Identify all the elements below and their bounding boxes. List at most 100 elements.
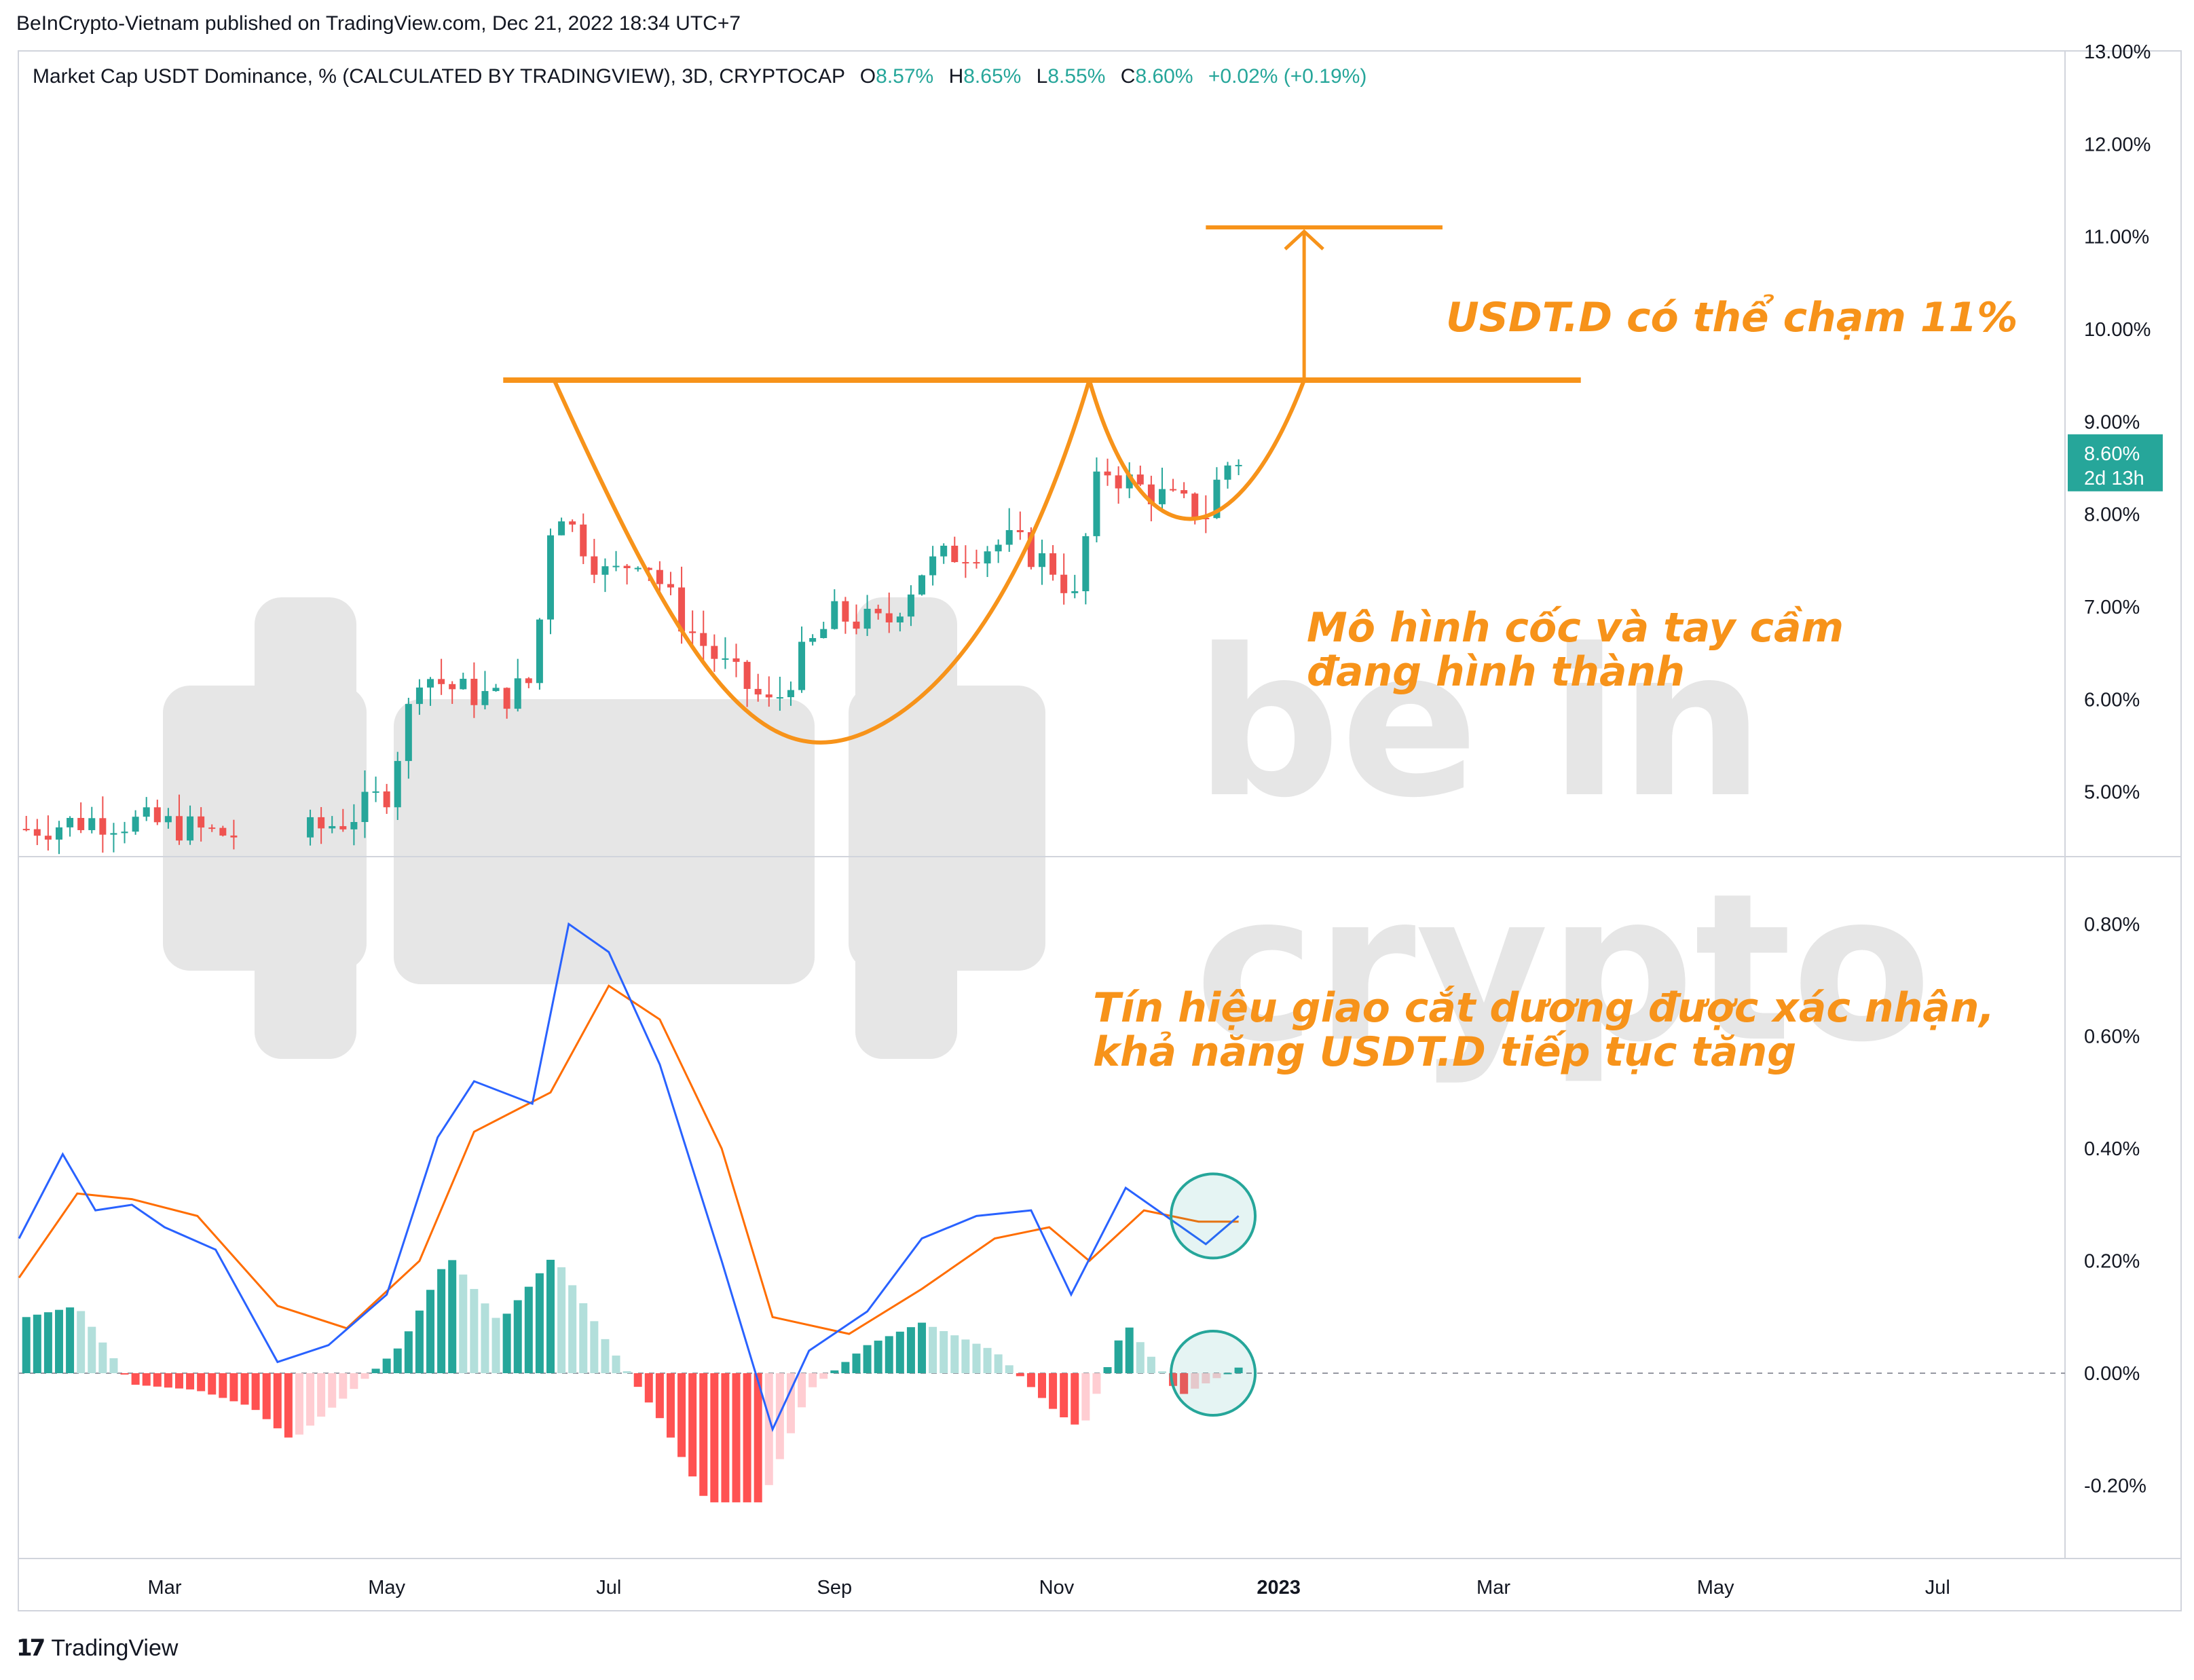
histogram-bar <box>295 1373 303 1435</box>
histogram-bar <box>798 1373 806 1408</box>
macd-tick-label: 0.20% <box>2084 1251 2140 1273</box>
pane-separators <box>19 52 2180 1559</box>
change-value: +0.02% (+0.19%) <box>1208 65 1367 88</box>
histogram-bar <box>677 1373 686 1457</box>
candle-body <box>143 807 150 817</box>
candle-body <box>1170 489 1177 491</box>
histogram-bar <box>174 1373 183 1389</box>
candle-body <box>645 567 652 570</box>
histogram-bar <box>754 1373 762 1503</box>
tradingview-logo[interactable]: 17 TradingView <box>16 1635 178 1662</box>
candle-body <box>198 816 205 828</box>
annotations: USDT.D có thể chạm 11% Mô hình cốc và tay… <box>1093 293 2018 1076</box>
price-badge-value: 8.60% <box>2084 443 2140 465</box>
high-label: H <box>948 65 964 88</box>
candle-body <box>153 807 161 823</box>
candle-body <box>580 524 587 557</box>
candle-body <box>1213 479 1221 519</box>
histogram-bar <box>109 1358 118 1374</box>
target-arrow-head <box>1284 229 1324 250</box>
macd-tick-label: 0.00% <box>2084 1363 2140 1385</box>
price-tick-label: 11.00% <box>2084 227 2149 248</box>
price-badge-countdown: 2d 13h <box>2084 468 2144 489</box>
histogram-bar <box>743 1373 751 1503</box>
tradingview-brand: TradingView <box>51 1635 179 1661</box>
candle-body <box>700 633 707 646</box>
price-tick-label: 13.00% <box>2084 41 2151 63</box>
histogram-bar <box>863 1345 872 1374</box>
candle-body <box>44 836 52 840</box>
open-value: 8.57% <box>876 65 934 88</box>
price-tick-label: 8.00% <box>2084 504 2140 526</box>
candle-body <box>67 817 74 827</box>
watermark-bracket-right-stem <box>855 597 957 1059</box>
histogram-bar <box>918 1322 927 1374</box>
histogram-bar <box>284 1373 293 1438</box>
histogram-bar <box>208 1373 217 1395</box>
candle-body <box>1049 553 1057 575</box>
histogram-bar <box>710 1373 719 1503</box>
low-label: L <box>1036 65 1048 88</box>
candle-body <box>732 658 740 662</box>
histogram-bar <box>972 1343 981 1374</box>
candle-body <box>885 613 893 622</box>
candle-body <box>99 818 107 835</box>
candle-body <box>514 678 521 709</box>
candle-body <box>1115 475 1122 489</box>
histogram-bar <box>546 1259 555 1374</box>
close-label: C <box>1120 65 1136 88</box>
histogram-bar <box>983 1347 992 1374</box>
candle-body <box>896 616 904 622</box>
time-tick-label: 2023 <box>1257 1577 1301 1599</box>
histogram-bar <box>830 1370 839 1374</box>
histogram-bar <box>1125 1327 1134 1374</box>
candle-body <box>33 829 41 836</box>
candle-body <box>1016 529 1024 533</box>
histogram-bar <box>513 1300 522 1374</box>
histogram-bar <box>393 1348 402 1374</box>
histogram-bar <box>961 1339 970 1374</box>
watermark-text-bein: be in <box>1195 605 1764 842</box>
histogram-bar <box>240 1373 249 1405</box>
candle-body <box>940 545 948 557</box>
candle-body <box>623 565 631 569</box>
candle-body <box>394 761 401 808</box>
histogram-bar <box>535 1273 544 1374</box>
candle-body <box>329 826 336 829</box>
histogram-bar <box>317 1373 326 1417</box>
candle-body <box>536 619 543 684</box>
candle-body <box>722 658 729 660</box>
time-tick-label: Jul <box>596 1577 621 1599</box>
histogram-bar <box>895 1331 904 1374</box>
histogram-bar <box>1191 1373 1200 1389</box>
candle-body <box>765 694 773 698</box>
candle-body <box>754 688 762 695</box>
candle-body <box>951 545 959 563</box>
watermark-bracket-left-stem <box>255 597 356 1059</box>
candle-body <box>1060 574 1068 593</box>
histogram-bar <box>612 1356 620 1374</box>
candle-body <box>361 791 369 822</box>
histogram-bar <box>929 1326 937 1374</box>
histogram-bar <box>568 1285 577 1374</box>
candle-body <box>907 594 914 617</box>
histogram-bar <box>470 1288 479 1374</box>
candle-body <box>656 570 663 584</box>
macd-tick-label: 0.80% <box>2084 914 2140 935</box>
histogram-bar <box>1157 1371 1166 1374</box>
time-axis[interactable]: Mar May Jul Sep Nov 2023 Mar May Jul <box>148 1577 1950 1599</box>
price-axis[interactable]: 5.00% 6.00% 7.00% 8.00% 9.00% 10.00% 11.00% 12.… <box>2068 41 2163 1497</box>
cup-curve <box>552 379 1092 745</box>
annotation-signal-2: khả năng USDT.D tiếp tục tăng <box>1093 1028 1796 1076</box>
histogram-bar <box>382 1358 391 1374</box>
candle-body <box>678 587 686 632</box>
histogram-bar <box>655 1373 664 1419</box>
time-tick-label: Nov <box>1039 1577 1075 1599</box>
candle-body <box>55 827 62 840</box>
candle-body <box>1005 529 1013 545</box>
histogram-bar <box>1026 1373 1035 1387</box>
histogram-bar <box>360 1373 369 1379</box>
candle-body <box>569 521 576 525</box>
histogram-bar <box>371 1368 380 1374</box>
